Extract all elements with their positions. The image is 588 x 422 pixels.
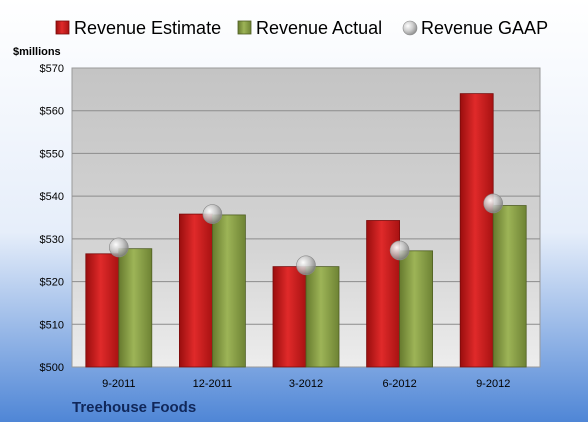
legend-label: Revenue Estimate: [74, 18, 221, 38]
actual-bar: [305, 266, 340, 368]
y-tick-label: $510: [40, 319, 64, 331]
y-axis-ticks: $500 $510 $520 $530 $540 $550 $560 $570: [40, 63, 64, 374]
y-axis-label: $millions: [13, 46, 61, 58]
x-tick-label: 9-2012: [476, 378, 510, 390]
y-tick-label: $570: [40, 63, 64, 75]
x-axis-ticks: 9-2011 12-2011 3-2012 6-2012 9-2012: [102, 378, 510, 390]
legend-label: Revenue GAAP: [421, 18, 548, 38]
legend-swatch-estimate: [55, 20, 70, 35]
actual-bar: [492, 205, 527, 368]
legend: Revenue Estimate Revenue Actual Revenue GA…: [55, 18, 548, 38]
bars: [85, 93, 527, 368]
x-tick-label: 12-2011: [193, 378, 233, 390]
x-tick-label: 9-2011: [102, 378, 135, 390]
gaap-marker: [109, 237, 129, 258]
legend-swatch-actual: [237, 20, 252, 35]
gaap-markers: [109, 193, 504, 276]
gaap-marker: [483, 193, 504, 214]
x-tick-label: 6-2012: [382, 378, 416, 390]
gaap-marker: [202, 204, 223, 224]
y-tick-label: $530: [40, 234, 64, 246]
x-tick-label: 3-2012: [289, 378, 323, 390]
y-tick-label: $520: [40, 277, 64, 289]
y-tick-label: $550: [40, 148, 64, 160]
legend-swatch-gaap: [402, 20, 418, 36]
actual-bar: [118, 248, 153, 368]
gaap-marker: [389, 240, 410, 261]
y-tick-label: $560: [40, 106, 64, 118]
y-tick-label: $500: [40, 362, 64, 374]
company-label: Treehouse Foods: [72, 399, 196, 416]
estimate-bar: [459, 93, 494, 368]
actual-bar: [211, 214, 246, 368]
legend-label: Revenue Actual: [256, 18, 382, 38]
gaap-marker: [296, 255, 316, 276]
actual-bar: [399, 250, 434, 368]
estimate-bar: [178, 213, 213, 368]
estimate-bar: [272, 266, 307, 368]
estimate-bar: [85, 253, 120, 368]
y-tick-label: $540: [40, 191, 64, 203]
